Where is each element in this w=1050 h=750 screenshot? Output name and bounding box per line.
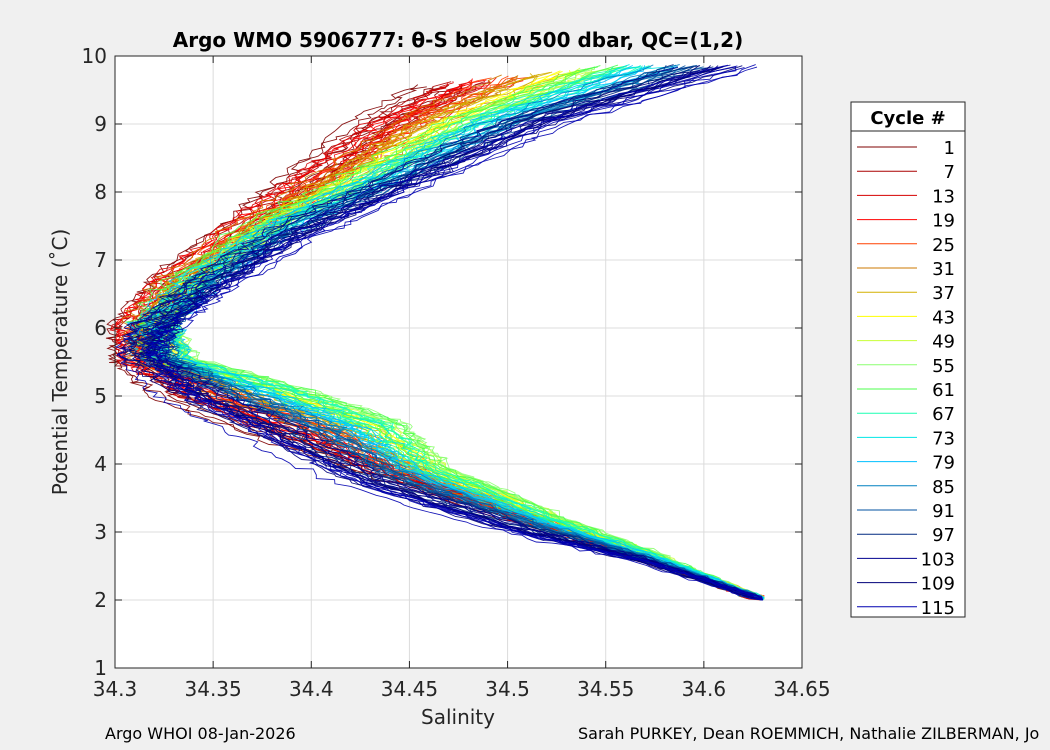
legend-label: 1: [944, 138, 955, 159]
legend-label: 79: [932, 453, 955, 474]
legend-label: 7: [944, 162, 955, 183]
x-tick-label: 34.5: [485, 677, 530, 701]
x-tick-label: 34.65: [773, 677, 830, 701]
x-tick-label: 34.45: [381, 677, 438, 701]
profile-line-cycle-70: [168, 66, 765, 601]
y-tick-label: 9: [94, 112, 107, 136]
profile-line-cycle-114: [115, 64, 763, 601]
legend-label: 85: [932, 477, 955, 498]
axis-ticks: 34.3 34.35 34.4 34.45 34.5 34.55 34.6 34.65 1 2 3 4…: [82, 44, 831, 701]
legend-label: 49: [932, 332, 955, 353]
y-tick-label: 8: [94, 180, 107, 204]
x-axis-label: Salinity: [421, 705, 495, 729]
x-tick-label: 34.35: [185, 677, 242, 701]
y-tick-label: 4: [94, 452, 107, 476]
y-tick-label: 10: [82, 44, 107, 68]
profile-line-cycle-111: [140, 65, 763, 601]
series-group: [105, 64, 766, 601]
legend-label: 19: [932, 211, 955, 232]
legend-label: 109: [921, 574, 955, 595]
y-tick-label: 6: [94, 316, 107, 340]
y-tick-label: 3: [94, 520, 107, 544]
legend-label: 25: [932, 235, 955, 256]
x-tick-label: 34.4: [289, 677, 334, 701]
legend: Cycle # 1 7 13 19 25 31 37 43 49 55 61 67 73 79 85 91 97 1…: [850, 101, 966, 619]
footer-credit-left: Argo WHOI 08-Jan-2026: [105, 724, 296, 743]
legend-label: 73: [932, 428, 955, 449]
y-tick-label: 7: [94, 248, 107, 272]
x-tick-label: 34.3: [93, 677, 138, 701]
legend-label: 67: [932, 404, 955, 425]
legend-label: 37: [932, 283, 955, 304]
x-tick-label: 34.6: [682, 677, 727, 701]
profile-line-cycle-17: [110, 81, 763, 601]
footer-credit-right: Sarah PURKEY, Dean ROEMMICH, Nathalie ZI…: [578, 724, 1040, 743]
chart-title: Argo WMO 5906777: θ-S below 500 dbar, QC…: [173, 28, 743, 52]
y-axis-label: Potential Temperature (˚C): [48, 229, 72, 496]
legend-label: 115: [921, 598, 955, 619]
legend-label: 91: [932, 501, 955, 522]
y-tick-label: 2: [94, 588, 107, 612]
plot-frame: [114, 55, 803, 669]
y-tick-label: 1: [94, 656, 107, 680]
legend-label: 13: [932, 186, 955, 207]
legend-label: 97: [932, 525, 955, 546]
profile-line-cycle-115: [145, 64, 764, 601]
legend-title: Cycle #: [870, 108, 945, 129]
legend-label: 61: [932, 380, 955, 401]
legend-label: 43: [932, 307, 955, 328]
profile-line-cycle-113: [154, 66, 763, 601]
profile-line-cycle-112: [141, 67, 763, 601]
x-tick-label: 34.55: [577, 677, 634, 701]
legend-label: 103: [921, 549, 955, 570]
legend-box: [850, 101, 966, 618]
legend-label: 55: [932, 356, 955, 377]
y-tick-label: 5: [94, 384, 107, 408]
legend-label: 31: [932, 259, 955, 280]
